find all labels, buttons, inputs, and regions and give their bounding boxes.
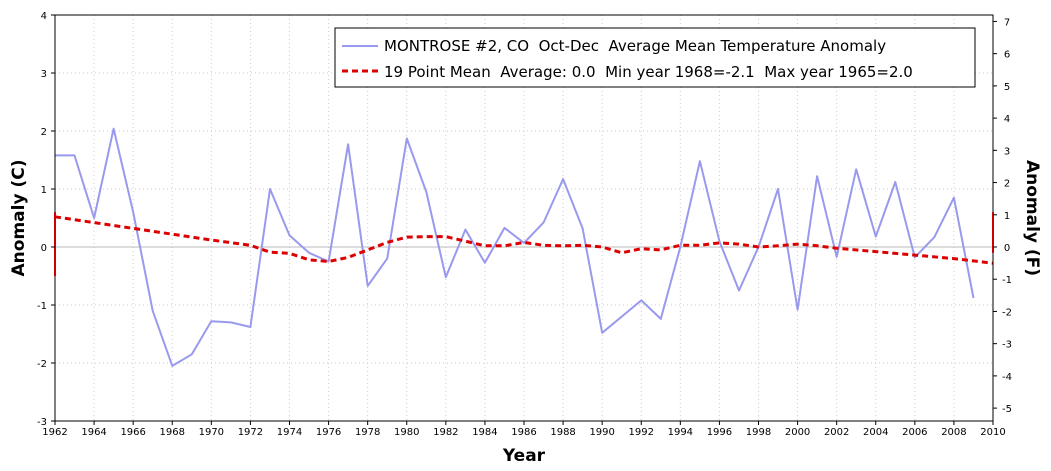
x-axis-ticks: 1962 1964 1966 1968 1970 1972 1974 1976 1978 1980…	[42, 421, 1006, 438]
y-right-axis-ticks: -5 -4 -3 -2 -1 0 1 2 3 4 5 6 7	[993, 17, 1012, 415]
series-line-monthly	[55, 127, 975, 367]
x-tick-label: 1972	[238, 427, 263, 438]
y-left-tick-label: -3	[37, 417, 47, 428]
x-tick-label: 1970	[199, 427, 224, 438]
legend-box	[334, 27, 976, 88]
x-tick-label: 1962	[42, 427, 67, 438]
x-tick-label: 2004	[863, 427, 888, 438]
y-right-tick-label: 7	[1004, 17, 1010, 28]
y-right-tick-label: -4	[1002, 372, 1012, 383]
x-tick-label: 1968	[160, 427, 185, 438]
y-left-tick-label: -2	[37, 359, 47, 370]
x-axis-title: Year	[502, 446, 546, 466]
y-left-tick-label: 2	[41, 127, 47, 138]
x-tick-label: 1982	[433, 427, 458, 438]
x-tick-label: 1978	[355, 427, 380, 438]
x-tick-label: 1974	[277, 427, 302, 438]
y-right-tick-label: 1	[1004, 211, 1010, 222]
y-right-axis-title: Anomaly (F)	[1022, 160, 1042, 276]
x-tick-label: 1980	[394, 427, 419, 438]
y-right-tick-label: 5	[1004, 82, 1010, 93]
x-tick-label: 1996	[707, 427, 732, 438]
x-tick-label: 2010	[980, 427, 1005, 438]
y-left-axis-ticks: -3 -2 -1 0 1 2 3 4	[37, 11, 55, 428]
y-right-tick-label: 4	[1004, 114, 1010, 125]
x-tick-label: 2000	[785, 427, 810, 438]
x-tick-label: 1976	[316, 427, 341, 438]
x-tick-label: 1998	[746, 427, 771, 438]
y-left-tick-label: 3	[41, 69, 47, 80]
y-left-tick-label: 4	[41, 11, 47, 22]
y-left-tick-label: -1	[37, 301, 47, 312]
x-tick-label: 1984	[472, 427, 497, 438]
x-tick-label: 2002	[824, 427, 849, 438]
y-right-tick-label: -3	[1002, 340, 1012, 351]
series-lines	[54, 127, 994, 367]
x-tick-label: 1964	[81, 427, 106, 438]
y-right-tick-label: 2	[1004, 179, 1010, 190]
y-right-tick-label: -2	[1002, 307, 1012, 318]
y-right-tick-label: -1	[1002, 275, 1012, 286]
x-tick-label: 2006	[902, 427, 927, 438]
y-left-tick-label: 0	[41, 243, 47, 254]
x-tick-label: 1990	[589, 427, 614, 438]
y-right-tick-label: 0	[1004, 243, 1010, 254]
x-tick-label: 1988	[550, 427, 575, 438]
legend-label-monthly: MONTROSE #2, CO Oct-Dec Average Mean Tem…	[384, 37, 886, 55]
y-right-tick-label: -5	[1002, 404, 1012, 415]
legend: MONTROSE #2, CO Oct-Dec Average Mean Tem…	[334, 27, 976, 88]
x-tick-label: 1992	[629, 427, 654, 438]
legend-label-mean: 19 Point Mean Average: 0.0 Min year 1968…	[384, 63, 913, 81]
y-right-tick-label: 6	[1004, 50, 1010, 61]
x-tick-label: 1966	[120, 427, 145, 438]
x-tick-label: 1994	[668, 427, 693, 438]
y-right-tick-label: 3	[1004, 146, 1010, 157]
series-line-mean	[54, 215, 994, 265]
y-left-axis-title: Anomaly (C)	[9, 160, 29, 277]
y-left-tick-label: 1	[41, 185, 47, 196]
x-tick-label: 1986	[511, 427, 536, 438]
x-tick-label: 2008	[941, 427, 966, 438]
